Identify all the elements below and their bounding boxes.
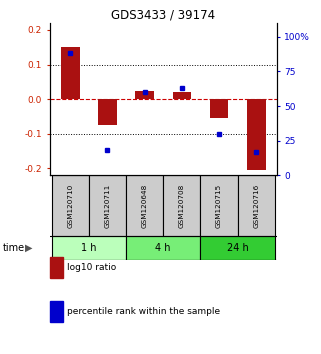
- Bar: [89, 175, 126, 236]
- Bar: [61, 47, 80, 99]
- Text: 4 h: 4 h: [155, 243, 171, 253]
- Text: GSM120648: GSM120648: [142, 184, 148, 228]
- Text: 1 h: 1 h: [81, 243, 97, 253]
- Bar: [135, 91, 154, 99]
- Text: GSM120716: GSM120716: [253, 184, 259, 228]
- Bar: [200, 236, 275, 260]
- Bar: [238, 175, 275, 236]
- Bar: [172, 92, 191, 99]
- Bar: [247, 99, 265, 170]
- Bar: [126, 236, 200, 260]
- Text: 24 h: 24 h: [227, 243, 248, 253]
- Text: time: time: [3, 243, 25, 253]
- Text: ▶: ▶: [25, 243, 33, 253]
- Bar: [98, 99, 117, 125]
- Text: GSM120715: GSM120715: [216, 184, 222, 228]
- Text: percentile rank within the sample: percentile rank within the sample: [67, 307, 221, 316]
- Text: GSM120710: GSM120710: [67, 184, 73, 228]
- Bar: [163, 175, 200, 236]
- Text: GSM120711: GSM120711: [104, 184, 110, 228]
- Bar: [52, 175, 89, 236]
- Text: GSM120708: GSM120708: [179, 184, 185, 228]
- Bar: [200, 175, 238, 236]
- Bar: [210, 99, 228, 118]
- Bar: [126, 175, 163, 236]
- Title: GDS3433 / 39174: GDS3433 / 39174: [111, 9, 215, 22]
- Bar: [52, 236, 126, 260]
- Text: log10 ratio: log10 ratio: [67, 263, 117, 272]
